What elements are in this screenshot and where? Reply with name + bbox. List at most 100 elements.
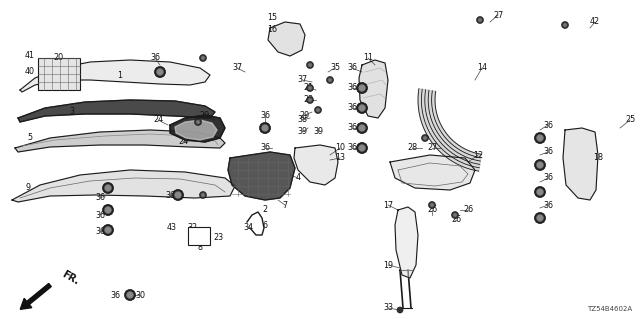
Circle shape xyxy=(561,21,568,28)
Circle shape xyxy=(534,187,545,197)
Text: 42: 42 xyxy=(590,18,600,27)
Circle shape xyxy=(358,84,365,92)
Text: 12: 12 xyxy=(473,150,483,159)
Text: 36: 36 xyxy=(347,143,357,153)
Text: 13: 13 xyxy=(335,154,345,163)
Text: 37: 37 xyxy=(297,76,307,84)
Circle shape xyxy=(534,132,545,143)
Polygon shape xyxy=(15,130,225,152)
Text: 28: 28 xyxy=(407,143,417,153)
Text: 36: 36 xyxy=(165,190,175,199)
Text: 26: 26 xyxy=(427,205,437,214)
Text: 37: 37 xyxy=(232,63,242,73)
Polygon shape xyxy=(228,152,295,200)
Text: 5: 5 xyxy=(28,133,33,142)
Circle shape xyxy=(307,84,314,92)
Circle shape xyxy=(563,23,567,27)
Text: 36: 36 xyxy=(110,291,120,300)
Text: 36: 36 xyxy=(347,63,357,73)
Text: 31: 31 xyxy=(103,205,113,214)
Text: 11: 11 xyxy=(363,53,373,62)
Circle shape xyxy=(536,162,543,169)
Text: 19: 19 xyxy=(383,260,393,269)
Polygon shape xyxy=(20,60,210,92)
Text: 36: 36 xyxy=(347,124,357,132)
Text: 24: 24 xyxy=(153,116,163,124)
Circle shape xyxy=(102,225,113,236)
Bar xyxy=(188,227,210,245)
Circle shape xyxy=(201,193,205,197)
Circle shape xyxy=(104,206,111,213)
Text: 22: 22 xyxy=(303,95,313,105)
Circle shape xyxy=(328,78,332,82)
Circle shape xyxy=(200,54,207,61)
Text: 16: 16 xyxy=(267,26,277,35)
Circle shape xyxy=(356,83,367,93)
Circle shape xyxy=(536,188,543,196)
Circle shape xyxy=(308,63,312,67)
Text: 36: 36 xyxy=(260,143,270,153)
Circle shape xyxy=(200,191,207,198)
Text: 33: 33 xyxy=(383,303,393,313)
Circle shape xyxy=(536,134,543,141)
Circle shape xyxy=(154,67,166,77)
Circle shape xyxy=(422,134,429,141)
Text: 36: 36 xyxy=(543,173,553,182)
Circle shape xyxy=(308,86,312,90)
Circle shape xyxy=(423,136,427,140)
Circle shape xyxy=(104,185,111,191)
Text: 21: 21 xyxy=(303,84,313,92)
Text: 36: 36 xyxy=(347,103,357,113)
Circle shape xyxy=(307,97,314,103)
Text: 4: 4 xyxy=(296,173,301,182)
Circle shape xyxy=(157,68,163,76)
Text: 39: 39 xyxy=(297,127,307,137)
Text: 20: 20 xyxy=(53,53,63,62)
Text: 7: 7 xyxy=(282,201,287,210)
Text: 35: 35 xyxy=(330,63,340,73)
Text: 26: 26 xyxy=(451,215,461,225)
Text: 36: 36 xyxy=(543,148,553,156)
FancyArrow shape xyxy=(20,284,51,309)
Circle shape xyxy=(127,292,134,299)
Text: 15: 15 xyxy=(267,13,277,22)
Text: 29: 29 xyxy=(300,110,310,119)
Text: 17: 17 xyxy=(383,201,393,210)
Circle shape xyxy=(478,18,482,22)
Text: 2: 2 xyxy=(262,205,268,214)
Circle shape xyxy=(429,202,435,209)
Circle shape xyxy=(175,191,182,198)
Text: 36: 36 xyxy=(150,53,160,62)
Circle shape xyxy=(430,203,434,207)
Text: 39: 39 xyxy=(313,127,323,137)
Circle shape xyxy=(397,307,403,313)
Text: 18: 18 xyxy=(593,154,603,163)
Circle shape xyxy=(534,159,545,171)
Circle shape xyxy=(196,120,200,124)
Circle shape xyxy=(102,182,113,194)
Polygon shape xyxy=(268,22,305,56)
Circle shape xyxy=(314,107,321,114)
Text: 43: 43 xyxy=(167,223,177,233)
Circle shape xyxy=(356,142,367,154)
Text: 9: 9 xyxy=(26,183,31,193)
Polygon shape xyxy=(170,115,225,142)
Circle shape xyxy=(307,61,314,68)
Text: 38: 38 xyxy=(297,116,307,124)
Circle shape xyxy=(173,189,184,201)
Circle shape xyxy=(358,145,365,151)
Text: 3: 3 xyxy=(70,108,74,116)
Text: 27: 27 xyxy=(427,143,437,153)
Text: 36: 36 xyxy=(95,228,105,236)
Circle shape xyxy=(104,227,111,234)
Text: 32: 32 xyxy=(187,223,197,233)
Circle shape xyxy=(316,108,320,112)
Polygon shape xyxy=(18,100,215,122)
Circle shape xyxy=(201,56,205,60)
Text: 14: 14 xyxy=(477,63,487,73)
Circle shape xyxy=(358,105,365,111)
Text: 36: 36 xyxy=(347,84,357,92)
Text: 29: 29 xyxy=(200,110,210,119)
Text: 26: 26 xyxy=(463,205,473,214)
Text: 10: 10 xyxy=(335,143,345,153)
